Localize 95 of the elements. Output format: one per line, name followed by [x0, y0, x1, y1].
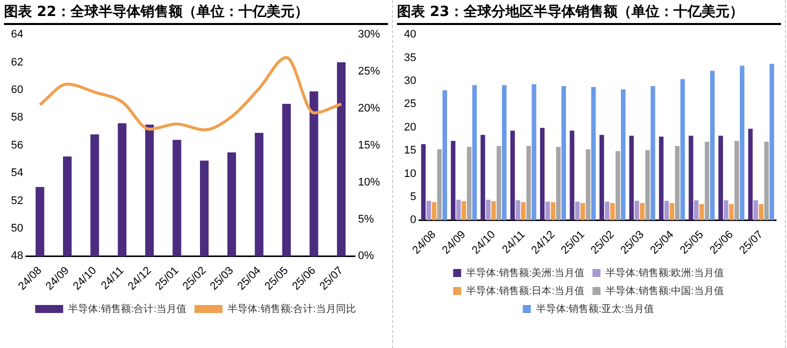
bar	[486, 200, 490, 220]
legend-label: 半导体:销售额:日本:当月值	[466, 284, 585, 297]
bar	[510, 130, 515, 220]
bar	[496, 146, 502, 220]
y-tick-label: 25	[404, 98, 416, 110]
bar	[442, 90, 448, 220]
y-tick-label: 30	[404, 75, 416, 88]
bar	[556, 146, 561, 220]
bar	[521, 202, 526, 220]
bar	[658, 136, 664, 220]
bar	[462, 201, 466, 220]
y-tick-label: 54	[10, 167, 24, 180]
bar	[724, 200, 728, 220]
bar	[754, 200, 758, 220]
legend-label: 半导体:销售额:中国:当月值	[606, 284, 724, 297]
y-tick-label: 56	[10, 139, 24, 152]
y-tick-label: 62	[10, 56, 24, 68]
bar	[670, 203, 674, 220]
bar	[426, 200, 432, 220]
y-tick-label: 5	[410, 191, 416, 204]
bar	[545, 202, 550, 220]
y-tick-label: 48	[10, 250, 24, 262]
bar	[570, 130, 574, 220]
bar	[675, 146, 680, 220]
bar	[526, 146, 531, 220]
bar	[699, 204, 704, 220]
legend-label: 半导体:销售额:合计:当月同比	[228, 302, 356, 315]
bar	[502, 85, 507, 220]
y-tick-label: 64	[10, 28, 24, 41]
bar	[770, 64, 774, 220]
y-tick-label: 20	[404, 121, 416, 134]
bar	[421, 144, 426, 220]
bar	[629, 136, 634, 220]
bar	[688, 136, 694, 220]
bar	[645, 150, 650, 220]
bar	[580, 203, 586, 220]
bar	[516, 200, 520, 220]
bar	[610, 203, 615, 220]
bar	[650, 86, 656, 220]
legend-label: 半导体:销售额:美洲:当月值	[466, 266, 585, 279]
bar	[432, 202, 436, 220]
y-tick-label: 60	[10, 84, 24, 96]
bar	[704, 142, 710, 220]
bar	[748, 128, 753, 220]
y2-tick-label: 25%	[358, 66, 380, 78]
bar	[694, 200, 699, 220]
bar	[764, 142, 769, 220]
legend-label: 半导体:销售额:亚太:当月值	[536, 302, 654, 315]
bar	[680, 79, 685, 220]
chart-title: 图表 23：全球分地区半导体销售额（单位：十亿美元）	[397, 0, 781, 25]
y-tick-label: 40	[404, 28, 416, 41]
bar	[480, 134, 486, 220]
bar	[540, 128, 545, 220]
bar	[600, 134, 604, 220]
bar	[729, 204, 734, 220]
bar	[450, 140, 456, 220]
y-tick-label: 35	[404, 52, 416, 64]
y2-tick-label: 30%	[358, 28, 380, 41]
chart-title: 图表 22：全球半导体销售额（单位：十亿美元）	[4, 0, 388, 25]
legend-label: 半导体:销售额:合计:当月值	[68, 302, 187, 315]
y2-tick-label: 0%	[358, 250, 374, 262]
y-tick-label: 15	[404, 144, 416, 157]
y-tick-label: 10	[404, 168, 416, 180]
bar	[710, 70, 715, 220]
y-tick-label: 52	[10, 194, 24, 207]
bar	[758, 204, 764, 220]
bar	[456, 200, 461, 220]
bar	[437, 149, 442, 220]
bar	[532, 84, 536, 220]
bar	[491, 201, 496, 220]
line-series	[38, 56, 343, 132]
legend-label: 半导体:销售额:欧洲:当月值	[606, 266, 724, 279]
bar	[466, 146, 472, 220]
bar	[634, 200, 640, 220]
bar	[640, 203, 644, 220]
y2-tick-label: 15%	[358, 139, 380, 152]
bar	[734, 140, 740, 220]
y2-tick-label: 20%	[358, 102, 380, 114]
y-tick-label: 0	[410, 214, 416, 226]
bar	[604, 202, 610, 220]
bar	[664, 200, 669, 220]
bar	[718, 136, 723, 220]
bar	[620, 89, 626, 220]
bar	[616, 151, 620, 220]
bar	[550, 202, 556, 220]
bar	[472, 85, 477, 220]
y2-tick-label: 5%	[358, 213, 374, 226]
bar	[575, 202, 580, 220]
y2-tick-label: 10%	[358, 176, 380, 188]
y-tick-label: 50	[10, 222, 24, 235]
bar	[586, 149, 590, 220]
bar	[591, 87, 596, 220]
bar	[561, 86, 566, 220]
bar	[740, 66, 744, 220]
y-tick-label: 58	[10, 112, 24, 124]
